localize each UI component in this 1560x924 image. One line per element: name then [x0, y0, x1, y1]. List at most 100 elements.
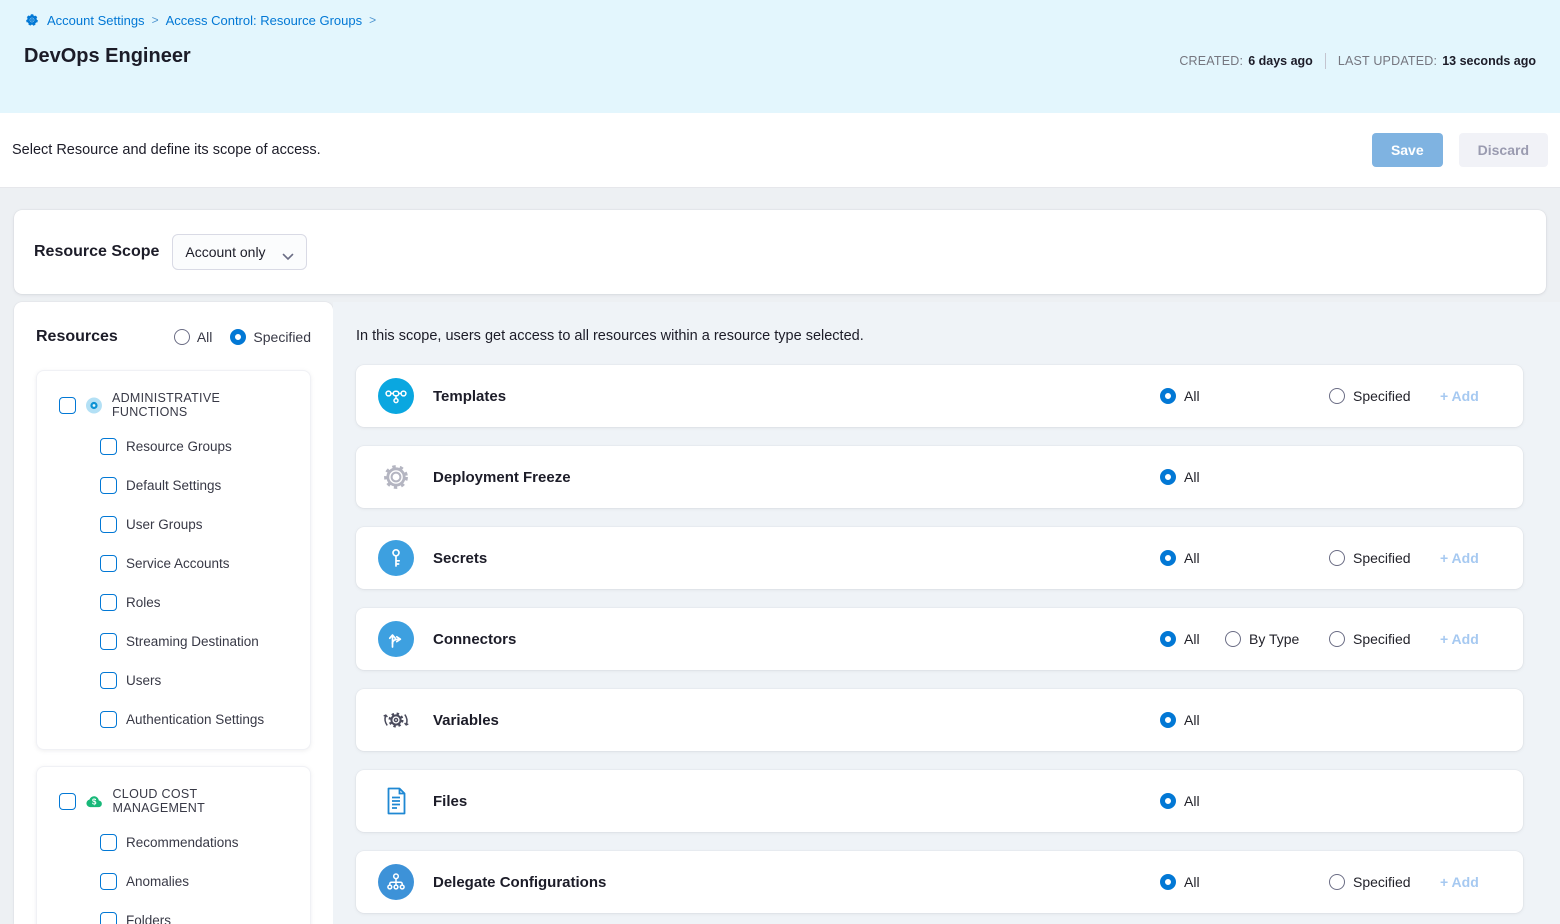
section-checkbox[interactable]: [59, 396, 76, 414]
resource-type-label: Templates: [433, 387, 507, 405]
sidebar-item-recommendations: Recommendations: [37, 823, 310, 862]
item-checkbox[interactable]: [100, 873, 117, 890]
option-specified-radio[interactable]: Specified: [1329, 874, 1411, 890]
option-all-radio[interactable]: All: [1160, 388, 1200, 404]
option-label: All: [1184, 469, 1200, 485]
option-label: All: [1184, 793, 1200, 809]
resource-type-label: Secrets: [433, 549, 488, 567]
item-label: Authentication Settings: [126, 712, 265, 727]
option-all-radio[interactable]: All: [1160, 712, 1200, 728]
delegate-configurations-icon: [378, 864, 414, 900]
add-button[interactable]: + Add: [1440, 631, 1479, 647]
item-label: Users: [126, 673, 162, 688]
radio-icon[interactable]: [1160, 712, 1176, 728]
option-all-radio[interactable]: All: [1160, 793, 1200, 809]
option-label: Specified: [1353, 631, 1411, 647]
resource-section-cloud-cost-management: $ CLOUD COST MANAGEMENT Recommendations Ano…: [36, 766, 311, 924]
item-checkbox[interactable]: [100, 633, 117, 650]
breadcrumb-link-resource-groups[interactable]: Access Control: Resource Groups: [165, 12, 363, 28]
item-checkbox[interactable]: [100, 834, 117, 851]
resource-scope-dropdown[interactable]: Account only: [172, 234, 307, 270]
radio-icon[interactable]: [1160, 793, 1176, 809]
item-label: Folders: [126, 913, 172, 924]
section-checkbox[interactable]: [59, 792, 76, 810]
resources-sidebar: Resources All Specified ADMINISTRATIVE FU…: [14, 302, 333, 924]
resource-row-secrets: Secrets All Specified + Add: [356, 527, 1523, 589]
radio-icon[interactable]: [173, 329, 190, 345]
option-all-radio[interactable]: All: [1160, 550, 1200, 566]
resources-radio-specified[interactable]: Specified: [230, 329, 311, 345]
option-label: Specified: [1353, 874, 1411, 890]
variables-icon: [378, 702, 414, 738]
radio-label: All: [196, 329, 213, 345]
add-button[interactable]: + Add: [1440, 388, 1479, 404]
action-toolbar: Select Resource and define its scope of …: [0, 113, 1560, 188]
resource-scope-selected-value: Account only: [185, 244, 266, 260]
radio-icon[interactable]: [1329, 874, 1345, 890]
item-checkbox[interactable]: [100, 438, 117, 455]
radio-icon[interactable]: [1225, 631, 1241, 647]
add-button[interactable]: + Add: [1440, 550, 1479, 566]
item-label: Streaming Destination: [126, 634, 259, 649]
resource-row-files: Files All: [356, 770, 1523, 832]
radio-icon[interactable]: [1329, 388, 1345, 404]
radio-icon[interactable]: [1160, 469, 1176, 485]
option-by-type-radio[interactable]: By Type: [1225, 631, 1299, 647]
item-checkbox[interactable]: [100, 672, 117, 689]
item-checkbox[interactable]: [100, 594, 117, 611]
cloud-cost-icon: $: [86, 793, 102, 810]
option-all-radio[interactable]: All: [1160, 469, 1200, 485]
item-checkbox[interactable]: [100, 912, 117, 924]
resource-row-deployment-freeze: Deployment Freeze All: [356, 446, 1523, 508]
item-checkbox[interactable]: [100, 711, 117, 728]
resource-scope-card: Resource Scope Account only: [14, 210, 1546, 294]
radio-icon[interactable]: [1160, 631, 1176, 647]
last-updated-value: 13 seconds ago: [1442, 54, 1536, 68]
section-label: ADMINISTRATIVE FUNCTIONS: [111, 391, 221, 419]
option-all-radio[interactable]: All: [1160, 874, 1200, 890]
chevron-down-icon: [282, 248, 294, 261]
resource-type-label: Variables: [433, 711, 499, 729]
sidebar-item-users: Users: [37, 661, 310, 700]
sidebar-item-authentication-settings: Authentication Settings: [37, 700, 310, 739]
item-checkbox[interactable]: [100, 516, 117, 533]
meta-divider: [1324, 53, 1326, 69]
resources-radio-group: All Specified: [173, 329, 311, 345]
page-title: DevOps Engineer: [24, 45, 191, 67]
radio-icon[interactable]: [1329, 550, 1345, 566]
radio-icon[interactable]: [1160, 874, 1176, 890]
created-value: 6 days ago: [1248, 54, 1313, 68]
save-button[interactable]: Save: [1371, 133, 1443, 167]
option-label: All: [1184, 631, 1200, 647]
radio-icon[interactable]: [230, 329, 247, 345]
scope-description: In this scope, users get access to all r…: [356, 328, 864, 344]
option-label: All: [1184, 550, 1200, 566]
radio-icon[interactable]: [1329, 631, 1345, 647]
radio-icon[interactable]: [1160, 388, 1176, 404]
resource-type-panel: In this scope, users get access to all r…: [333, 302, 1560, 924]
resource-type-label: Files: [433, 792, 468, 810]
option-label: Specified: [1353, 550, 1411, 566]
created-label: CREATED:: [1179, 54, 1244, 68]
item-checkbox[interactable]: [100, 477, 117, 494]
option-specified-radio[interactable]: Specified: [1329, 388, 1411, 404]
admin-functions-icon: [86, 397, 102, 414]
option-label: Specified: [1353, 388, 1411, 404]
breadcrumb-link-account-settings[interactable]: Account Settings: [47, 12, 145, 28]
option-label: All: [1184, 712, 1200, 728]
header-meta: CREATED: 6 days ago LAST UPDATED: 13 sec…: [1179, 53, 1536, 69]
secrets-icon: [378, 540, 414, 576]
item-checkbox[interactable]: [100, 555, 117, 572]
item-label: Resource Groups: [126, 439, 232, 454]
resources-radio-all[interactable]: All: [173, 329, 213, 345]
resource-row-templates: Templates All Specified + Add: [356, 365, 1523, 427]
radio-icon[interactable]: [1160, 550, 1176, 566]
sidebar-item-anomalies: Anomalies: [37, 862, 310, 901]
item-label: Default Settings: [126, 478, 222, 493]
add-button[interactable]: + Add: [1440, 874, 1479, 890]
connectors-icon: [378, 621, 414, 657]
option-all-radio[interactable]: All: [1160, 631, 1200, 647]
option-specified-radio[interactable]: Specified: [1329, 631, 1411, 647]
discard-button[interactable]: Discard: [1458, 133, 1548, 167]
option-specified-radio[interactable]: Specified: [1329, 550, 1411, 566]
